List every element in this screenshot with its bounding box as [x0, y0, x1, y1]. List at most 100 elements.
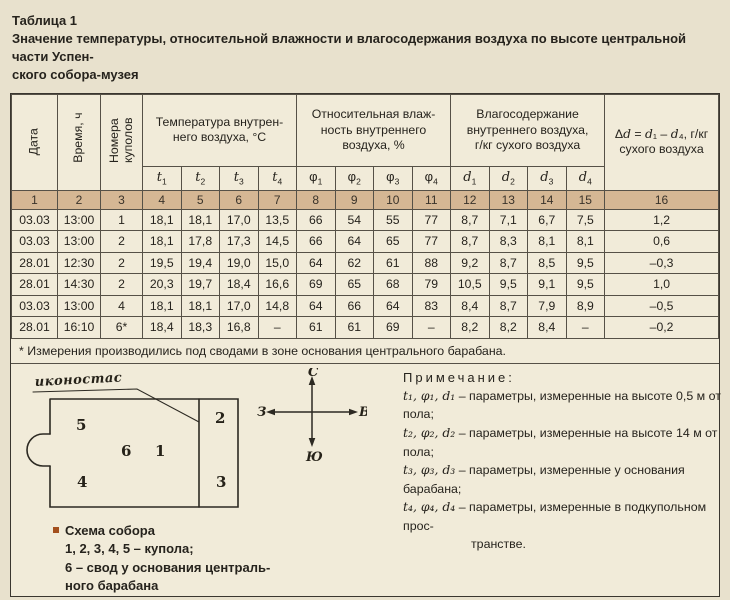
table-cell: 61: [334, 316, 374, 339]
table-cell: 7,1: [488, 208, 529, 232]
note-symbols: t₁, φ₁, d₁: [403, 387, 456, 403]
table-cell: 1,2: [604, 208, 719, 232]
figure-area: иконостас 5 6 1 4 2 3 С: [11, 364, 721, 596]
group-header-moisture: Влагосодержание внутреннего воздуха, г/к…: [450, 93, 606, 167]
table-cell: 19,4: [180, 251, 220, 275]
col-header-time: Время, ч: [71, 112, 86, 164]
compass-east-arrow: [349, 408, 358, 416]
table-cell: 62: [334, 251, 374, 275]
document-title: Значение температуры, относительной влаж…: [12, 30, 716, 84]
table-cell: 65: [373, 230, 413, 253]
column-number: 6: [219, 189, 259, 210]
table-cell: 4: [100, 294, 143, 318]
col-header-date: Дата: [26, 128, 41, 156]
table-cell: 79: [411, 273, 452, 296]
note-item: t₄, φ₄, d₄ – параметры, измеренные в под…: [403, 498, 723, 535]
label-leader-line: [32, 388, 200, 423]
table-cell: 69: [296, 273, 336, 296]
table-cell: 18,1: [142, 294, 182, 318]
column-number-band: 1 2 3 4 5 6 7 8 9 10 11 12 13 14 15 16: [11, 189, 719, 210]
table-cell: 03.03: [11, 208, 58, 232]
plan-number-2: 2: [215, 409, 225, 427]
notes-block: Примечание: t₁, φ₁, d₁ – параметры, изме…: [403, 370, 723, 553]
title-block: Таблица 1 Значение температуры, относите…: [0, 0, 730, 91]
table-row: 03.03 13:00 2 18,1 17,8 17,3 14,5 66 64 65 77 8,7 8,…: [11, 230, 719, 253]
data-table: Дата Время, ч Номера куполов Температура…: [11, 93, 719, 339]
table-cell: 17,0: [219, 294, 259, 318]
table-cell: 0,6: [604, 230, 719, 253]
table-cell: 8,7: [450, 230, 490, 253]
sub-header-t2: t2: [180, 165, 220, 191]
column-number: 16: [604, 189, 719, 210]
column-number: 14: [527, 189, 567, 210]
table-cell: 12:30: [57, 251, 101, 275]
table-cell: 1: [100, 208, 143, 232]
column-number: 4: [142, 189, 182, 210]
sub-header-φ3: φ3: [373, 165, 413, 191]
note-text: – параметры, измеренные у основания бара…: [403, 463, 685, 496]
column-number: 5: [180, 189, 220, 210]
group-header-humidity: Относительная влаж- ность внутреннего во…: [295, 93, 452, 167]
table-cell: 9,1: [527, 273, 567, 296]
plan-caption: Схема собора 1, 2, 3, 4, 5 – купола; 6 –…: [53, 522, 270, 596]
note-item: t₃, φ₃, d₃ – параметры, измеренные у осн…: [403, 461, 723, 498]
table-cell: –0,5: [604, 294, 719, 318]
header-row-symbols: t1 t2 t3 t4 φ1 φ2 φ3 φ4 d1 d2 d3 d4: [12, 165, 719, 191]
column-number: 12: [450, 189, 490, 210]
caption-title: Схема собора: [65, 522, 155, 538]
table-cell: 2: [100, 230, 143, 253]
table-cell: 61: [296, 316, 336, 339]
table-label: Таблица 1: [12, 13, 78, 28]
note-item: t₁, φ₁, d₁ – параметры, измеренные на вы…: [403, 387, 723, 424]
plan-number-5: 5: [76, 416, 86, 434]
table-cell: 9,2: [450, 251, 490, 275]
note-text: – параметры, измеренные в подкупольном п…: [403, 500, 707, 533]
caption-line-vault-2: ного барабана: [65, 578, 159, 594]
note-symbols: t₃, φ₃, d₃: [403, 462, 456, 478]
table-cell: 8,7: [450, 208, 490, 232]
note-text: – параметры, измеренные на высоте 0,5 м …: [403, 388, 721, 422]
table-cell: 28.01: [11, 316, 58, 339]
title-line-2: ского собора-музея: [12, 66, 139, 82]
table-cell: 13:00: [57, 294, 101, 318]
table-cell: 54: [334, 208, 374, 232]
table-cell: 2: [100, 273, 143, 296]
column-number: 15: [565, 189, 606, 210]
note-symbols: t₂, φ₂, d₂: [403, 424, 456, 440]
table-cell: 2: [100, 251, 143, 275]
table-cell: 77: [411, 230, 452, 253]
note-item: t₂, φ₂, d₂ – параметры, измеренные на вы…: [403, 424, 723, 461]
table-cell: 19,5: [142, 251, 182, 275]
table-cell: 9,5: [488, 273, 529, 296]
table-cell: 18,1: [180, 208, 220, 232]
table-cell: 9,5: [565, 251, 606, 275]
compass-east-label: В: [358, 405, 367, 420]
notes-heading: Примечание:: [403, 369, 515, 385]
table-cell: 16,8: [219, 316, 259, 339]
table-cell: 8,7: [488, 251, 529, 275]
compass-west-label: З: [257, 405, 266, 420]
table-cell: 16,6: [257, 273, 297, 296]
iconostasis-label: иконостас: [34, 372, 122, 390]
caption-lines: Схема собора 1, 2, 3, 4, 5 – купола; 6 –…: [65, 522, 270, 596]
compass-north-arrow: [308, 375, 316, 385]
sub-header-d2: d2: [488, 165, 529, 191]
table-cell: 8,2: [488, 316, 529, 339]
table-cell: 8,4: [527, 316, 567, 339]
column-number: 9: [334, 189, 374, 210]
note-text: – параметры, измеренные на высоте 14 м о…: [403, 425, 718, 459]
plan-outline: [49, 397, 239, 508]
table-row: 28.01 12:30 2 19,5 19,4 19,0 15,0 64 62 61 88 9,2 8,…: [11, 251, 719, 275]
table-cell: 8,2: [450, 316, 490, 339]
table-cell: 7,9: [527, 294, 567, 318]
table-cell: 66: [296, 208, 336, 232]
table-cell: 61: [373, 251, 413, 275]
table-cell: 83: [411, 294, 452, 318]
table-cell: 18,1: [180, 294, 220, 318]
table-cell: 69: [373, 316, 413, 339]
table-cell: 64: [296, 251, 336, 275]
table-cell: 8,3: [488, 230, 529, 253]
compass-south-arrow: [308, 437, 316, 447]
table-cell: 55: [373, 208, 413, 232]
table-row: 28.01 14:30 2 20,3 19,7 18,4 16,6 69 65 68 79 10,5 9…: [11, 273, 719, 296]
